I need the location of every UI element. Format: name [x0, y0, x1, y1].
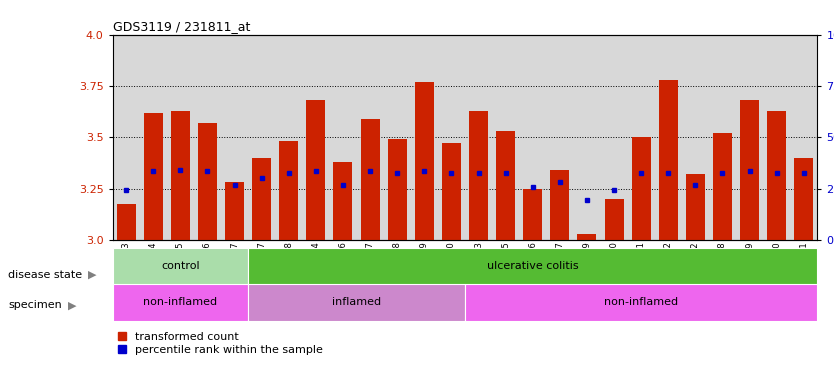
Bar [334, 162, 353, 240]
Bar [767, 111, 786, 240]
Text: inflamed: inflamed [332, 297, 381, 308]
Text: GDS3119 / 231811_at: GDS3119 / 231811_at [113, 20, 250, 33]
Bar [248, 284, 465, 321]
Bar [198, 123, 217, 240]
Bar [794, 158, 813, 240]
Bar [550, 170, 570, 240]
Bar [388, 139, 407, 240]
Text: specimen: specimen [8, 300, 62, 310]
Bar [113, 284, 248, 321]
Text: ulcerative colitis: ulcerative colitis [487, 261, 579, 271]
Bar [740, 100, 759, 240]
Bar [360, 119, 379, 240]
Bar [143, 113, 163, 240]
Bar [248, 248, 817, 284]
Bar [631, 137, 651, 240]
Text: non-inflamed: non-inflamed [143, 297, 218, 308]
Text: ▶: ▶ [88, 270, 96, 280]
Bar [465, 284, 817, 321]
Bar [113, 248, 248, 284]
Text: ▶: ▶ [68, 300, 77, 310]
Bar [306, 100, 325, 240]
Bar [659, 80, 678, 240]
Bar [469, 111, 488, 240]
Bar [117, 204, 136, 240]
Bar [713, 133, 732, 240]
Bar [577, 234, 596, 240]
Text: non-inflamed: non-inflamed [604, 297, 678, 308]
Bar [523, 189, 542, 240]
Bar [686, 174, 705, 240]
Bar [414, 82, 434, 240]
Text: disease state: disease state [8, 270, 83, 280]
Bar [605, 199, 624, 240]
Text: control: control [161, 261, 199, 271]
Bar [442, 144, 461, 240]
Bar [225, 182, 244, 240]
Bar [171, 111, 190, 240]
Legend: transformed count, percentile rank within the sample: transformed count, percentile rank withi… [118, 332, 323, 355]
Bar [496, 131, 515, 240]
Bar [252, 158, 271, 240]
Bar [279, 141, 299, 240]
